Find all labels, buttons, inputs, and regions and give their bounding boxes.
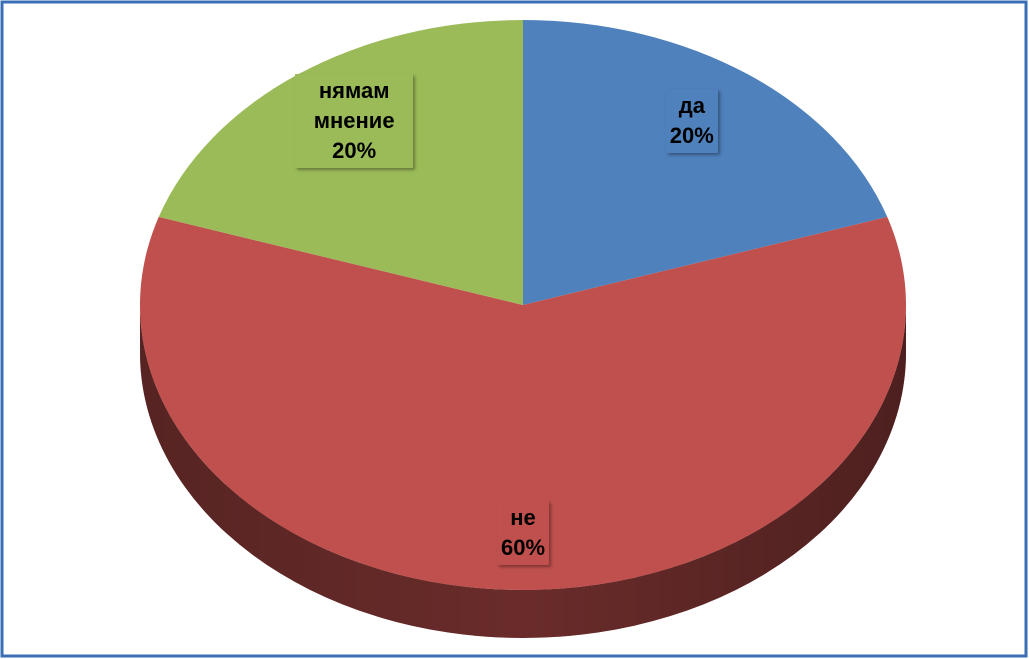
- label-value: 60%: [500, 535, 546, 560]
- label-value: 20%: [669, 122, 714, 148]
- label-name: да: [678, 92, 705, 118]
- data-label: да 20%: [665, 88, 718, 153]
- label-value: 20%: [332, 137, 377, 163]
- slice: [523, 20, 888, 305]
- slice: [139, 216, 906, 591]
- slice-side-shade: [140, 305, 906, 638]
- label-name: не: [510, 505, 536, 530]
- data-label: нямам мнение 20%: [295, 73, 414, 168]
- data-label: не 60%: [496, 501, 550, 565]
- label-name: нямам мнение: [313, 77, 395, 133]
